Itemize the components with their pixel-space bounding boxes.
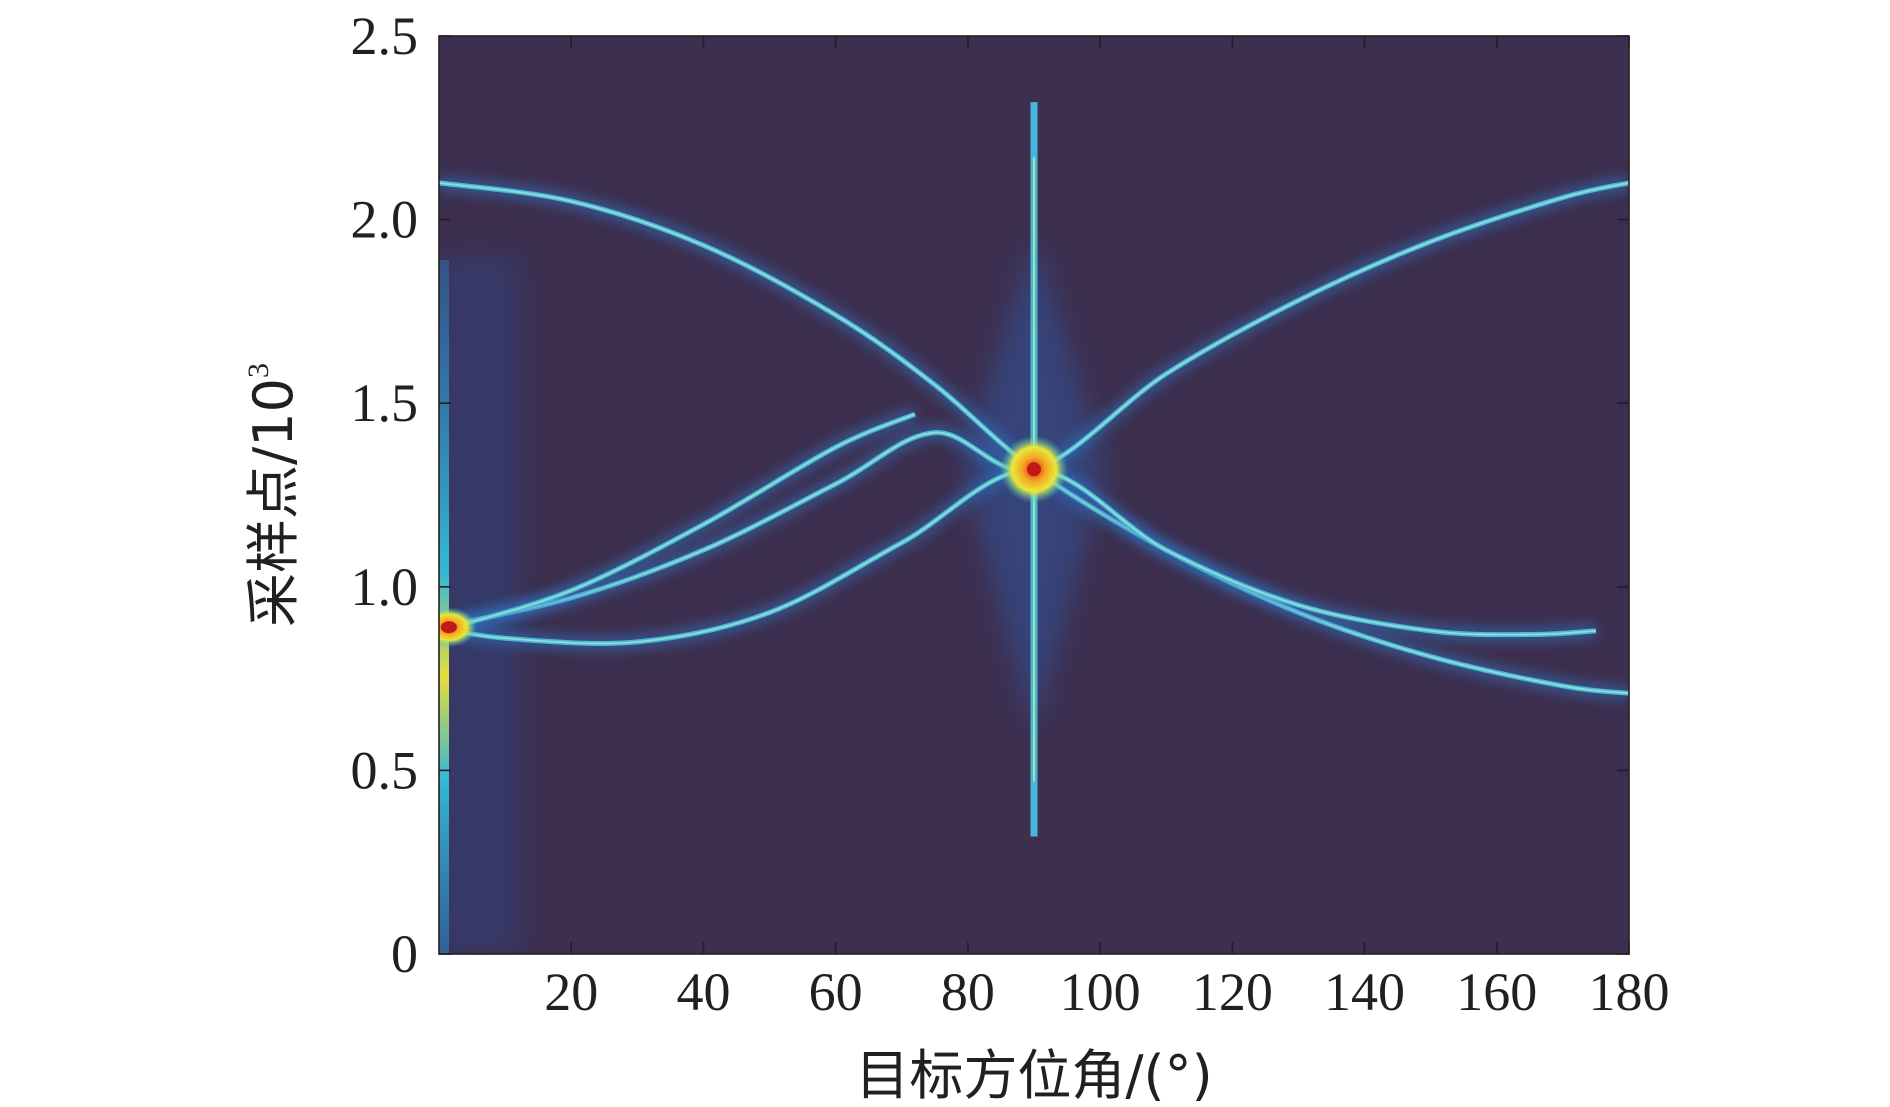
y-axis-title: 采样点/10 [242, 378, 305, 627]
left-edge-peak [439, 607, 477, 648]
plot-content [439, 102, 1629, 954]
x-tick-label: 120 [1192, 962, 1273, 1022]
svg-text:采样点/103: 采样点/103 [242, 363, 305, 627]
y-axis-title-superscript: 3 [242, 363, 275, 378]
y-tick-label: 2.5 [351, 6, 419, 66]
y-axis-title-group: 采样点/103 [242, 363, 305, 627]
x-tick-label: 140 [1324, 962, 1405, 1022]
y-tick-label: 1.0 [351, 557, 419, 617]
x-axis: 20 40 60 80 100 120 140 160 180 [544, 36, 1670, 1022]
left-edge-band [439, 259, 449, 954]
x-tick-label: 20 [544, 962, 598, 1022]
x-tick-label: 80 [941, 962, 995, 1022]
y-tick-label: 1.5 [351, 373, 419, 433]
x-tick-label: 160 [1456, 962, 1537, 1022]
y-tick-label: 0.5 [351, 740, 419, 800]
peak-center [1027, 462, 1041, 477]
x-tick-label: 180 [1589, 962, 1670, 1022]
curve-upper-left-core [451, 413, 916, 629]
x-tick-label: 60 [809, 962, 863, 1022]
y-tick-label: 2.0 [351, 190, 419, 250]
x-axis-title: 目标方位角/(°) [855, 1044, 1212, 1107]
y-axis: 0 0.5 1.0 1.5 2.0 2.5 [351, 6, 1629, 984]
plot-frame [438, 35, 1630, 955]
x-tick-label: 40 [676, 962, 730, 1022]
left-edge-peak-center [440, 621, 457, 634]
y-tick-label: 0 [391, 924, 418, 984]
x-tick-label: 100 [1060, 962, 1141, 1022]
